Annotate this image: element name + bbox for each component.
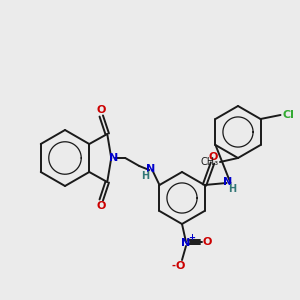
Text: O: O [209, 152, 218, 162]
Text: N: N [223, 177, 232, 187]
Text: N: N [182, 238, 190, 248]
Text: Cl: Cl [283, 110, 295, 120]
Text: O: O [202, 237, 212, 247]
Text: O: O [175, 261, 185, 271]
Text: O: O [97, 105, 106, 115]
Text: O: O [97, 201, 106, 211]
Text: +: + [188, 232, 196, 242]
Text: N: N [109, 153, 118, 163]
Text: H: H [141, 171, 149, 181]
Text: -: - [171, 261, 175, 271]
Text: CH₃: CH₃ [201, 157, 219, 167]
Text: H: H [229, 184, 237, 194]
Text: N: N [146, 164, 155, 174]
